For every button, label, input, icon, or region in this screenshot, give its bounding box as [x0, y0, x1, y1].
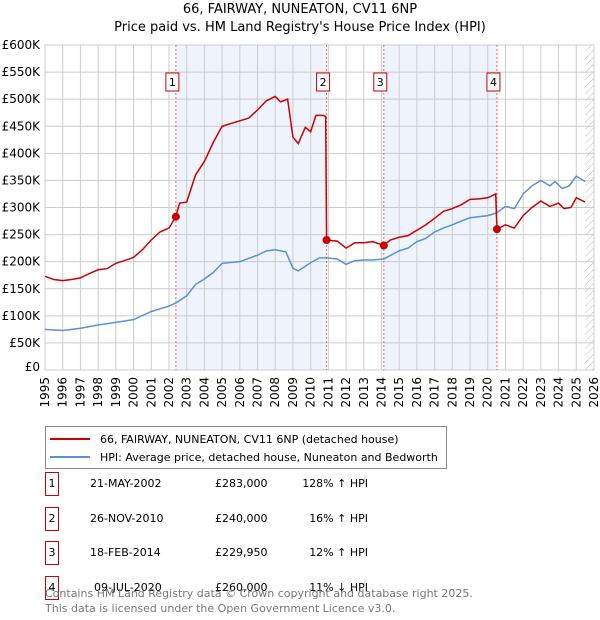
y-tick-label: £250K: [2, 228, 42, 242]
transaction-price: £240,000: [215, 511, 268, 525]
x-tick-label: 2004: [197, 377, 211, 408]
y-tick-label: £400K: [2, 146, 42, 160]
y-tick-label: £300K: [2, 201, 42, 215]
x-tick-label: 2010: [304, 377, 318, 408]
chart-subtitle: Price paid vs. HM Land Registry's House …: [114, 20, 486, 35]
x-tick-label: 2020: [481, 377, 495, 408]
y-tick-label: £50K: [9, 336, 41, 350]
x-tick-label: 2013: [357, 377, 371, 408]
sale-label: 3: [377, 76, 384, 89]
x-tick-label: 1998: [91, 377, 105, 408]
x-tick-label: 2021: [498, 377, 512, 408]
x-tick-label: 2006: [233, 377, 247, 408]
x-tick-label: 2018: [445, 377, 459, 408]
transaction-hpi-diff: 128% ↑ HPI: [302, 477, 368, 490]
price-chart: £0 £50K £100K £150K £200K £250K £300K £350K £400…: [2, 38, 600, 408]
x-tick-label: 2016: [410, 377, 424, 408]
transaction-hpi-diff: 16% ↑ HPI: [309, 511, 368, 525]
y-tick-label: £450K: [2, 119, 42, 133]
legend-swatch-hpi: [50, 456, 90, 458]
series-line: [44, 175, 586, 332]
x-tick-label: 2011: [321, 377, 335, 408]
transaction-number-badge: 1: [45, 472, 59, 496]
legend-label-property: 66, FAIRWAY, NUNEATON, CV11 6NP (detache…: [100, 432, 399, 446]
transaction-hpi-diff: 11% ↓ HPI: [309, 580, 368, 594]
x-tick-label: 2009: [286, 377, 300, 408]
footer-line-1: Contains HM Land Registry data © Crown c…: [45, 587, 473, 600]
sale-label-box: [486, 72, 501, 92]
transaction-hpi-diff: 12% ↑ HPI: [309, 546, 368, 559]
x-tick-label: 2023: [534, 377, 548, 408]
legend: 66, FAIRWAY, NUNEATON, CV11 6NP (detache…: [45, 426, 447, 469]
transaction-row: 3 18-FEB-2014 £229,950 12% ↑ HPI: [45, 541, 545, 565]
transaction-date: 26-NOV-2010: [90, 511, 164, 525]
sale-point: [379, 241, 388, 250]
x-tick-label: 2025: [569, 377, 583, 408]
transaction-date: 21-MAY-2002: [90, 477, 162, 490]
x-tick-label: 2002: [162, 377, 176, 408]
legend-swatch-property: [50, 438, 90, 440]
y-tick-label: £600K: [2, 38, 42, 52]
sale-label: 1: [169, 76, 176, 89]
plot-border: [44, 44, 595, 371]
legend-item-property: 66, FAIRWAY, NUNEATON, CV11 6NP (detache…: [50, 431, 399, 447]
x-tick-label: 1997: [73, 377, 87, 408]
footer-line-2: This data is licensed under the Open Gov…: [45, 602, 396, 615]
y-tick-label: £200K: [2, 255, 42, 269]
x-tick-label: 2019: [463, 377, 477, 408]
x-tick-label: 2008: [268, 377, 282, 408]
x-tick-label: 2012: [339, 377, 353, 408]
x-tick-label: 2003: [180, 377, 194, 408]
y-tick-label: £350K: [2, 173, 42, 187]
transaction-price: £260,000: [215, 580, 268, 594]
x-tick-label: 2024: [552, 377, 566, 408]
transaction-price: £283,000: [215, 477, 268, 490]
chart-title: 66, FAIRWAY, NUNEATON, CV11 6NP: [182, 2, 418, 17]
y-tick-label: £500K: [2, 92, 42, 106]
transaction-date: 09-JUL-2020: [94, 580, 162, 594]
sale-point: [322, 236, 331, 244]
y-tick-label: £550K: [2, 65, 42, 79]
x-tick-label: 2014: [374, 377, 388, 408]
x-tick-label: 2007: [251, 377, 265, 408]
x-tick-label: 2017: [428, 377, 442, 408]
x-tick-label: 1999: [109, 377, 123, 408]
x-tick-label: 2026: [587, 377, 600, 408]
legend-item-hpi: HPI: Average price, detached house, Nune…: [50, 449, 438, 465]
x-tick-label: 1996: [56, 377, 70, 408]
transaction-number-badge: 4: [45, 575, 59, 600]
x-tick-label: 2001: [144, 377, 158, 408]
series-line: [44, 95, 586, 282]
sale-label-box: [165, 72, 180, 92]
transaction-row: 2 26-NOV-2010 £240,000 16% ↑ HPI: [45, 506, 545, 531]
sale-label-box: [316, 72, 331, 92]
transaction-row: 4 09-JUL-2020 £260,000 11% ↓ HPI: [45, 575, 545, 600]
sale-label: 2: [320, 76, 327, 89]
sale-label-box: [373, 72, 388, 92]
x-tick-label: 2022: [516, 377, 530, 408]
x-tick-label: 2015: [392, 377, 406, 408]
transaction-date: 18-FEB-2014: [90, 546, 161, 559]
x-tick-label: 1995: [38, 377, 52, 408]
transaction-price: £229,950: [215, 546, 268, 559]
sale-point: [492, 225, 501, 234]
x-tick-label: 2005: [215, 377, 229, 408]
y-tick-label: £0: [25, 360, 40, 374]
x-tick-label: 2000: [127, 377, 141, 408]
transaction-number-badge: 2: [45, 506, 59, 531]
y-tick-label: £150K: [2, 282, 42, 296]
sale-label: 4: [490, 76, 497, 89]
transaction-row: 1 21-MAY-2002 £283,000 128% ↑ HPI: [45, 472, 545, 496]
sale-point: [171, 212, 180, 221]
transaction-number-badge: 3: [45, 541, 59, 565]
y-tick-label: £100K: [2, 309, 42, 323]
legend-label-hpi: HPI: Average price, detached house, Nune…: [100, 450, 438, 464]
